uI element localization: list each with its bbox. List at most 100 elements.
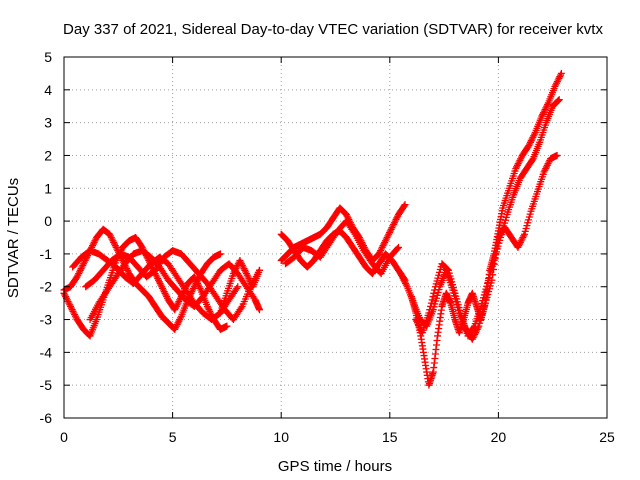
data-point-fill	[474, 324, 482, 332]
y-tick-label: -5	[40, 377, 53, 393]
data-point-fill	[392, 215, 400, 223]
data-point-fill	[71, 311, 79, 319]
data-point-fill	[153, 273, 161, 281]
data-point-fill	[493, 244, 501, 252]
data-point-fill	[176, 314, 184, 322]
x-axis-label: GPS time / hours	[278, 458, 392, 475]
data-point-fill	[541, 166, 549, 174]
data-point-fill	[545, 158, 553, 166]
data-point	[401, 201, 409, 209]
series-s9	[282, 217, 402, 278]
data-point-fill	[174, 319, 182, 327]
data-point-fill	[155, 278, 163, 286]
data-point-fill	[343, 212, 351, 220]
data-point-fill	[194, 281, 202, 289]
data-point-fill	[542, 163, 550, 171]
data-point	[555, 96, 563, 104]
data-point	[525, 142, 533, 150]
data-point-fill	[428, 296, 436, 304]
data-point	[190, 273, 198, 281]
data-point-fill	[530, 132, 538, 140]
data-point-fill	[515, 242, 523, 250]
data-point-fill	[401, 278, 409, 286]
y-tick-label: -2	[40, 279, 53, 295]
y-tick-label: 3	[44, 115, 52, 131]
data-point	[171, 325, 179, 333]
data-point-fill	[68, 306, 76, 314]
data-point-fill	[490, 265, 498, 273]
data-point-fill	[176, 296, 184, 304]
data-point-fill	[382, 235, 390, 243]
data-point-fill	[174, 299, 182, 307]
data-point-fill	[244, 273, 252, 281]
data-point-fill	[193, 278, 201, 286]
data-point	[255, 266, 263, 274]
y-tick-label: 4	[44, 82, 52, 98]
data-point-fill	[238, 260, 246, 268]
data-point-fill	[173, 320, 181, 328]
data-point-fill	[231, 266, 239, 274]
data-point-fill	[377, 247, 385, 255]
data-point-fill	[205, 306, 213, 314]
data-point	[375, 250, 383, 258]
data-point	[381, 237, 389, 245]
data-point-fill	[172, 302, 180, 310]
data-point-fill	[494, 239, 502, 247]
data-point-fill	[400, 202, 408, 210]
data-point-fill	[385, 230, 393, 238]
data-point-fill	[469, 334, 477, 342]
data-point	[229, 270, 237, 278]
y-tick-label: -6	[40, 410, 53, 426]
data-point	[158, 283, 166, 291]
data-point-fill	[75, 268, 83, 276]
data-point-fill	[528, 135, 536, 143]
data-point-fill	[350, 229, 358, 237]
data-point-fill	[378, 243, 386, 251]
data-point-fill	[173, 301, 181, 309]
data-point-fill	[539, 110, 547, 118]
data-point-fill	[162, 291, 170, 299]
data-point-fill	[90, 238, 98, 246]
data-point-fill	[430, 289, 438, 297]
data-point-fill	[489, 271, 497, 279]
data-point-fill	[156, 279, 164, 287]
data-point-fill	[152, 271, 160, 279]
data-point-fill	[106, 232, 114, 240]
data-point-fill	[470, 332, 478, 340]
data-point-fill	[402, 279, 410, 287]
data-point	[203, 302, 211, 310]
data-point	[394, 243, 402, 251]
data-point-fill	[74, 271, 82, 279]
data-point-fill	[239, 263, 247, 271]
data-point-fill	[386, 229, 394, 237]
data-point	[540, 168, 548, 176]
data-point-fill	[472, 329, 480, 337]
y-axis-label: SDTVAR / TECUs	[5, 178, 22, 298]
data-point-fill	[473, 325, 481, 333]
data-point	[255, 306, 263, 314]
data-point-fill	[399, 275, 407, 283]
data-point	[234, 283, 242, 291]
data-point	[106, 230, 114, 238]
data-point-fill	[402, 281, 410, 289]
data-point-fill	[192, 276, 200, 284]
data-point-fill	[159, 286, 167, 294]
data-point-fill	[520, 232, 528, 240]
data-point	[171, 306, 179, 314]
data-point-fill	[554, 76, 562, 84]
data-point-fill	[397, 271, 405, 279]
data-point-fill	[542, 104, 550, 112]
data-point	[223, 322, 231, 330]
data-point	[242, 270, 250, 278]
data-point-fill	[514, 160, 522, 168]
data-point-fill	[383, 234, 391, 241]
data-point	[514, 243, 522, 251]
data-point	[512, 165, 520, 173]
data-point-fill	[194, 279, 202, 287]
data-point-fill	[544, 160, 552, 168]
data-point-fill	[556, 73, 564, 81]
chart-title: Day 337 of 2021, Sidereal Day-to-day VTE…	[63, 21, 603, 38]
data-point	[112, 243, 120, 251]
data-point-fill	[381, 238, 389, 246]
